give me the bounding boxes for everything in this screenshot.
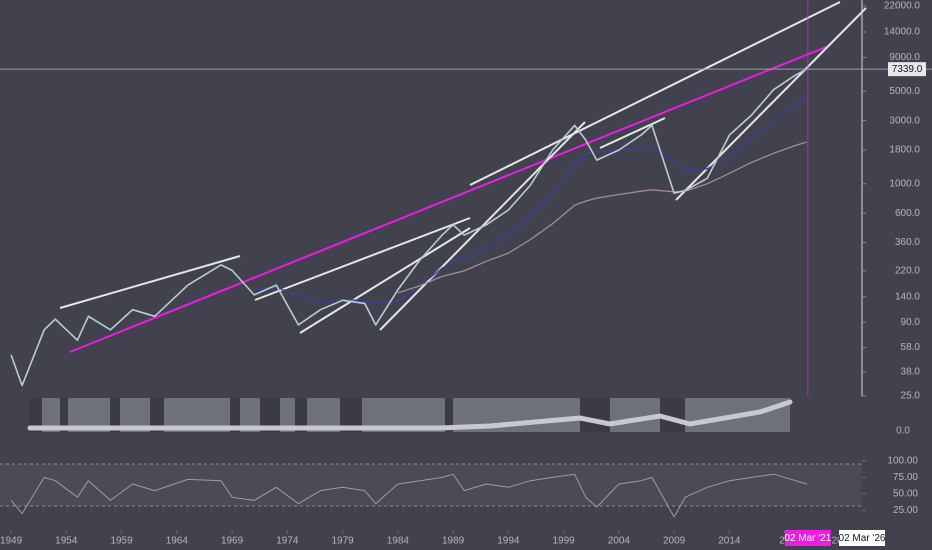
y-tick-label: 600.0: [895, 208, 920, 219]
y-tick-label: 220.0: [895, 266, 920, 277]
x-tick-label: 2004: [608, 536, 631, 547]
rsi-tick-label: 100.00: [887, 456, 918, 467]
y-tick-label: 3000.0: [889, 115, 920, 126]
last-price-label: 7339.0: [892, 64, 923, 75]
indicator-panel: [27, 398, 793, 432]
price-line: [397, 141, 807, 294]
date-marker-box: [784, 530, 831, 546]
x-tick-label: 2009: [663, 536, 686, 547]
price-line: [254, 94, 808, 305]
indicator-tick-label: 0.0: [896, 426, 910, 437]
x-tick-label: 1954: [55, 536, 78, 547]
y-tick-label: 1800.0: [889, 145, 920, 156]
y-tick-label: 38.0: [901, 367, 921, 378]
y-tick-label: 5000.0: [889, 86, 920, 97]
date-marker-label: 02 Mar '21: [784, 533, 831, 544]
x-tick-label: 1999: [552, 536, 575, 547]
x-tick-label: 1979: [331, 536, 354, 547]
x-tick-label: 1994: [497, 536, 520, 547]
rsi-band: [0, 464, 862, 506]
y-tick-label: 1000.0: [889, 178, 920, 189]
y-tick-label: 14000.0: [884, 27, 921, 38]
price-line: [10, 68, 808, 387]
x-tick-label: 1964: [166, 536, 189, 547]
rsi-tick-label: 50.00: [893, 489, 918, 500]
rsi-line: [10, 473, 807, 518]
y-tick-label: 58.0: [901, 342, 921, 353]
y-tick-label: 22000.0: [884, 1, 921, 12]
rsi-tick-label: 25.00: [893, 505, 918, 516]
y-tick-label: 360.0: [895, 237, 920, 248]
y-tick-label: 90.0: [901, 317, 921, 328]
y-tick-label: 140.0: [895, 292, 920, 303]
date-marker-box: [839, 530, 885, 546]
date-marker-label: 02 Mar '26: [839, 533, 886, 544]
y-tick-label: 9000.0: [889, 52, 920, 63]
last-price-box: [888, 62, 926, 77]
x-tick-label: 1984: [387, 536, 410, 547]
x-tick-label: 1969: [221, 536, 244, 547]
x-tick-label: 1959: [110, 536, 133, 547]
x-tick-label: 1974: [276, 536, 299, 547]
x-tick-label: 1989: [442, 536, 465, 547]
x-tick-label: 1949: [0, 536, 23, 547]
x-tick-label: 2014: [718, 536, 741, 547]
y-tick-label: 25.0: [901, 391, 921, 402]
rsi-tick-label: 75.00: [893, 472, 918, 483]
